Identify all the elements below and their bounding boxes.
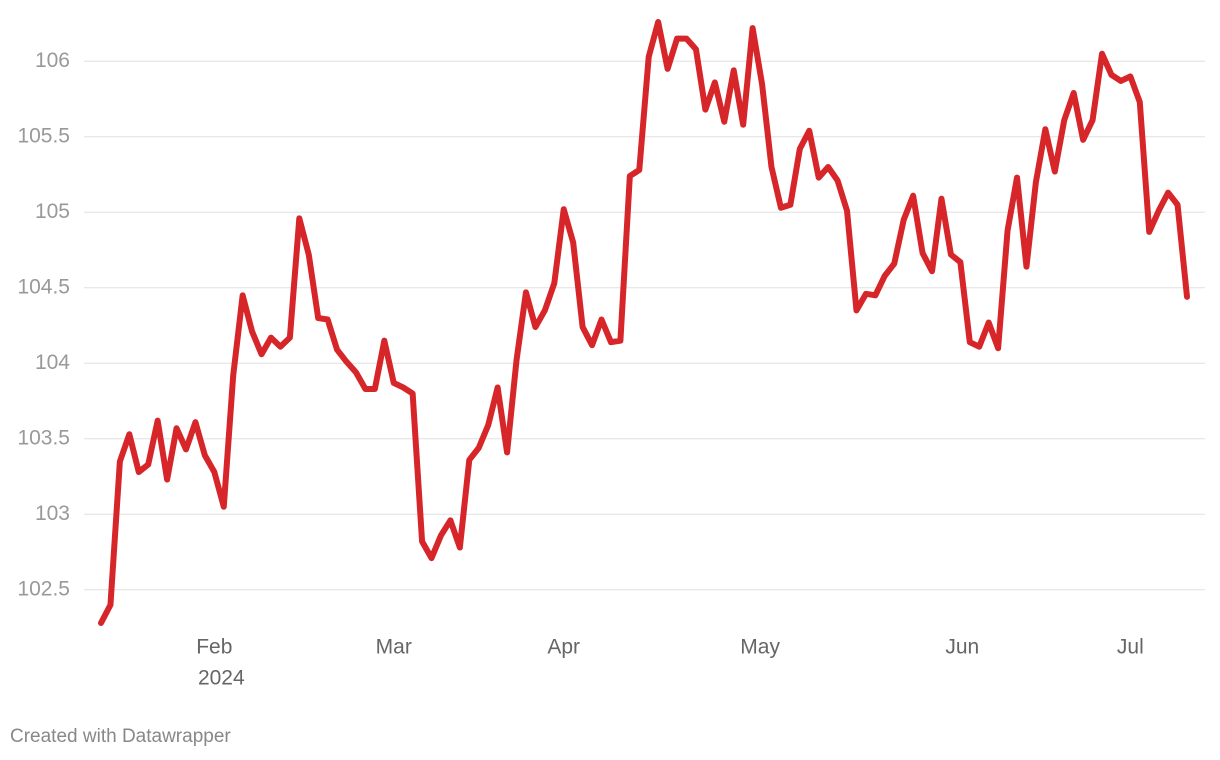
x-tick-sublabel: 2024 — [198, 667, 245, 690]
x-tick-label: Jun — [945, 636, 979, 659]
footer: Created with Datawrapper — [10, 726, 231, 747]
x-tick-label: Mar — [376, 636, 412, 659]
y-tick-label: 103 — [35, 502, 70, 525]
x-tick-label: Apr — [547, 636, 580, 659]
y-tick-label: 105 — [35, 200, 70, 223]
x-tick-label: Feb — [196, 636, 232, 659]
y-tick-label: 103.5 — [17, 426, 70, 449]
y-tick-label: 104.5 — [17, 275, 70, 298]
y-tick-label: 104 — [35, 351, 70, 374]
x-tick-label: May — [740, 636, 780, 659]
line — [98, 19, 1190, 627]
y-tick-label: 106 — [35, 49, 70, 72]
y-tick-label: 105.5 — [17, 124, 70, 147]
y-tick-label: 102.5 — [17, 577, 70, 600]
x-tick-label: Jul — [1117, 636, 1144, 659]
